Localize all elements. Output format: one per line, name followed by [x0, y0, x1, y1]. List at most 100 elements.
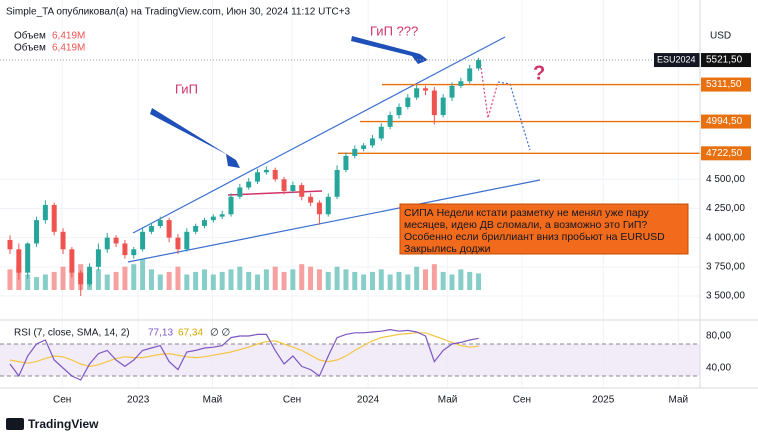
volume-bar	[299, 264, 305, 290]
candle-body	[316, 202, 322, 215]
candle-body	[16, 249, 22, 273]
candle-body	[263, 169, 269, 173]
y-tick-label: 4 250,00	[706, 203, 745, 214]
volume-bar	[25, 274, 31, 290]
candle-body	[361, 145, 367, 149]
volume-bar	[255, 274, 261, 290]
candle-body	[449, 85, 455, 98]
note-line: месяцев, идею ДВ сломали, а возможно это…	[404, 219, 647, 231]
candle-body	[201, 220, 207, 226]
candle-body	[166, 220, 172, 238]
candle-body	[272, 169, 278, 180]
candle-body	[193, 225, 199, 232]
note-box	[399, 203, 689, 255]
volume-bar	[51, 271, 57, 290]
x-tick-label: Сен	[283, 395, 301, 406]
note-line: СИПА Недели кстати разметку не менял уже…	[404, 207, 649, 219]
candle-body	[7, 239, 13, 250]
level-label: 4722,50	[706, 148, 743, 159]
volume-bar	[34, 277, 40, 290]
candle-body	[246, 181, 252, 188]
annotation: ГиП	[175, 81, 198, 96]
volume-bar	[104, 274, 110, 290]
footer: TradingView	[28, 417, 99, 431]
candle-body	[378, 126, 384, 139]
volume-bar	[334, 266, 340, 290]
rsi-tick-label: 80,00	[706, 331, 731, 342]
candle-body	[237, 187, 243, 197]
plot: Сен 2023 Май Сен 2024 Май Сен 2025 Май 3 500,00 3 …	[0, 53, 751, 406]
volume-bar	[467, 271, 473, 290]
volume-bar	[440, 271, 446, 290]
x-tick-label: Сен	[513, 395, 531, 406]
volume-bar	[316, 269, 322, 290]
candle-body	[467, 68, 473, 82]
candle-body	[308, 196, 314, 203]
volume-bar	[308, 266, 314, 290]
volume-bar	[290, 269, 296, 290]
volume-bar	[246, 271, 252, 290]
volume-bar	[193, 271, 199, 290]
candle-body	[334, 169, 340, 197]
x-tick-label: Сен	[53, 395, 71, 406]
volume-bar	[95, 269, 101, 290]
volume-bar	[387, 274, 393, 290]
arrow	[150, 108, 240, 168]
y-tick-label: 4 000,00	[706, 232, 745, 243]
symbol: ESU2024	[657, 54, 696, 64]
candle-body	[369, 138, 375, 146]
x-tick-label: Май	[438, 395, 458, 406]
logo	[6, 418, 24, 430]
x-tick-label: 2025	[592, 395, 615, 406]
volume-bar	[281, 271, 287, 290]
candle-body	[387, 115, 393, 127]
candle-body	[122, 243, 128, 256]
level-label-bg	[701, 53, 751, 68]
candle-body	[42, 204, 48, 221]
annotation: ?	[533, 62, 545, 84]
trend-line	[127, 179, 541, 263]
rsi-value: 77,13	[148, 328, 173, 339]
candle-body	[140, 231, 146, 250]
legend-value: 6,419M	[52, 43, 85, 54]
y-tick-label: 3 500,00	[706, 291, 745, 302]
note-line: Особенно если бриллиант вниз пробьют на …	[404, 231, 665, 243]
candle-body	[69, 249, 75, 273]
volume-bar	[405, 274, 411, 290]
candle-body	[440, 97, 446, 116]
candle-body	[299, 185, 305, 197]
candle-body	[458, 81, 464, 86]
volume-bar	[140, 259, 146, 290]
candle-body	[210, 216, 216, 221]
volume-bar	[7, 269, 13, 290]
candle-body	[184, 231, 190, 250]
volume-bar	[184, 274, 190, 290]
volume-bar	[69, 269, 75, 290]
x-tick-label: Май	[669, 395, 689, 406]
legend-value: 6,419M	[52, 31, 85, 42]
volume-bar	[131, 264, 137, 290]
x-tick-label: 2023	[127, 395, 150, 406]
x-tick-label: 2024	[357, 395, 380, 406]
volume-bar	[396, 271, 402, 290]
volume-bar	[166, 271, 172, 290]
header: Simple_TA опубликовал(а) на TradingView.…	[6, 6, 351, 18]
candle-body	[104, 237, 110, 250]
level-label: 5311,50	[706, 79, 742, 90]
volume-bar	[60, 266, 66, 290]
legend-name: Объем	[14, 30, 46, 42]
volume-bar	[263, 269, 269, 290]
candle-body	[325, 196, 331, 215]
note-line: Закрылись доджи	[404, 243, 491, 255]
x-tick-label: Май	[203, 395, 223, 406]
volume-bar	[369, 271, 375, 290]
candle-body	[228, 196, 234, 215]
rsi-line	[9, 328, 479, 381]
candle-body	[148, 225, 154, 232]
volume-bar	[378, 269, 384, 290]
candle-body	[25, 243, 31, 273]
arrow	[351, 36, 428, 64]
candle-body	[78, 272, 84, 285]
level-label: 5521,50	[706, 55, 743, 66]
